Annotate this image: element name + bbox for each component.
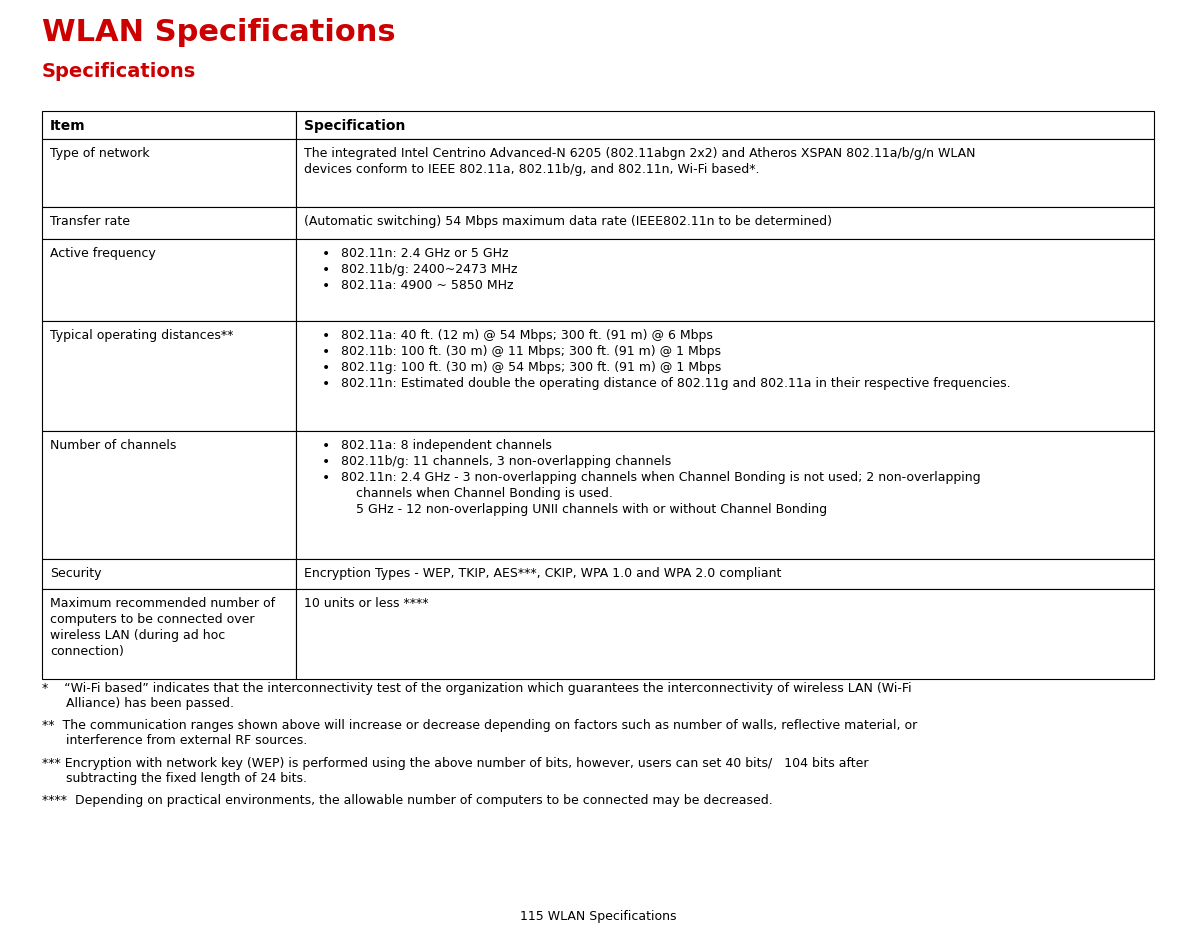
Text: •: • [322, 377, 330, 391]
Text: The integrated Intel Centrino Advanced-N 6205 (802.11abgn 2x2) and Atheros XSPAN: The integrated Intel Centrino Advanced-N… [304, 147, 975, 160]
Bar [295, 239, 1154, 322]
Text: 802.11b/g: 2400~2473 MHz: 802.11b/g: 2400~2473 MHz [341, 263, 517, 276]
Bar [42, 112, 295, 140]
Text: Type of network: Type of network [50, 147, 150, 160]
Text: interference from external RF sources.: interference from external RF sources. [42, 734, 307, 747]
Text: Security: Security [50, 566, 102, 579]
Text: 802.11b: 100 ft. (30 m) @ 11 Mbps; 300 ft. (91 m) @ 1 Mbps: 802.11b: 100 ft. (30 m) @ 11 Mbps; 300 f… [341, 344, 720, 357]
Bar [295, 432, 1154, 560]
Bar [295, 112, 1154, 140]
Text: Number of channels: Number of channels [50, 439, 176, 452]
Text: 115 WLAN Specifications: 115 WLAN Specifications [520, 909, 676, 922]
Text: •: • [322, 247, 330, 261]
Text: subtracting the fixed length of 24 bits.: subtracting the fixed length of 24 bits. [42, 771, 307, 784]
Text: ****  Depending on practical environments, the allowable number of computers to : **** Depending on practical environments… [42, 793, 773, 806]
Text: 802.11a: 40 ft. (12 m) @ 54 Mbps; 300 ft. (91 m) @ 6 Mbps: 802.11a: 40 ft. (12 m) @ 54 Mbps; 300 ft… [341, 329, 713, 342]
Bar [42, 322, 295, 432]
Text: 10 units or less ****: 10 units or less **** [304, 597, 428, 610]
Bar [42, 432, 295, 560]
Bar [295, 322, 1154, 432]
Bar [295, 589, 1154, 679]
Text: 802.11n: Estimated double the operating distance of 802.11g and 802.11a in their: 802.11n: Estimated double the operating … [341, 377, 1011, 390]
Text: Item: Item [50, 119, 86, 133]
Text: •: • [322, 263, 330, 277]
Text: WLAN Specifications: WLAN Specifications [42, 18, 396, 47]
Bar [42, 140, 295, 208]
Bar [295, 560, 1154, 589]
Bar [295, 140, 1154, 208]
Text: 802.11a: 4900 ~ 5850 MHz: 802.11a: 4900 ~ 5850 MHz [341, 278, 513, 291]
Text: 802.11n: 2.4 GHz or 5 GHz: 802.11n: 2.4 GHz or 5 GHz [341, 247, 508, 260]
Text: channels when Channel Bonding is used.: channels when Channel Bonding is used. [355, 486, 612, 499]
Text: Maximum recommended number of
computers to be connected over
wireless LAN (durin: Maximum recommended number of computers … [50, 597, 275, 657]
Bar [42, 239, 295, 322]
Text: •: • [322, 278, 330, 292]
Text: Transfer rate: Transfer rate [50, 214, 130, 227]
Text: Active frequency: Active frequency [50, 247, 155, 260]
Text: (Automatic switching) 54 Mbps maximum data rate (IEEE802.11n to be determined): (Automatic switching) 54 Mbps maximum da… [304, 214, 831, 227]
Bar [42, 208, 295, 239]
Text: 802.11b/g: 11 channels, 3 non-overlapping channels: 802.11b/g: 11 channels, 3 non-overlappin… [341, 455, 671, 468]
Text: *    “Wi-Fi based” indicates that the interconnectivity test of the organization: * “Wi-Fi based” indicates that the inter… [42, 681, 911, 694]
Text: Typical operating distances**: Typical operating distances** [50, 329, 233, 342]
Text: •: • [322, 455, 330, 469]
Text: •: • [322, 439, 330, 453]
Text: Encryption Types - WEP, TKIP, AES***, CKIP, WPA 1.0 and WPA 2.0 compliant: Encryption Types - WEP, TKIP, AES***, CK… [304, 566, 781, 579]
Bar [295, 208, 1154, 239]
Text: •: • [322, 329, 330, 342]
Text: devices conform to IEEE 802.11a, 802.11b/g, and 802.11n, Wi-Fi based*.: devices conform to IEEE 802.11a, 802.11b… [304, 162, 759, 175]
Text: Specifications: Specifications [42, 62, 196, 81]
Text: •: • [322, 344, 330, 358]
Text: 802.11g: 100 ft. (30 m) @ 54 Mbps; 300 ft. (91 m) @ 1 Mbps: 802.11g: 100 ft. (30 m) @ 54 Mbps; 300 f… [341, 361, 721, 374]
Bar [42, 589, 295, 679]
Text: *** Encryption with network key (WEP) is performed using the above number of bit: *** Encryption with network key (WEP) is… [42, 756, 868, 769]
Bar [42, 560, 295, 589]
Text: 5 GHz - 12 non-overlapping UNII channels with or without Channel Bonding: 5 GHz - 12 non-overlapping UNII channels… [355, 502, 826, 515]
Text: Alliance) has been passed.: Alliance) has been passed. [42, 696, 234, 709]
Text: •: • [322, 470, 330, 484]
Text: **  The communication ranges shown above will increase or decrease depending on : ** The communication ranges shown above … [42, 718, 917, 731]
Text: 802.11a: 8 independent channels: 802.11a: 8 independent channels [341, 439, 551, 452]
Text: 802.11n: 2.4 GHz - 3 non-overlapping channels when Channel Bonding is not used; : 802.11n: 2.4 GHz - 3 non-overlapping cha… [341, 470, 981, 483]
Text: Specification: Specification [304, 119, 405, 133]
Text: •: • [322, 361, 330, 375]
